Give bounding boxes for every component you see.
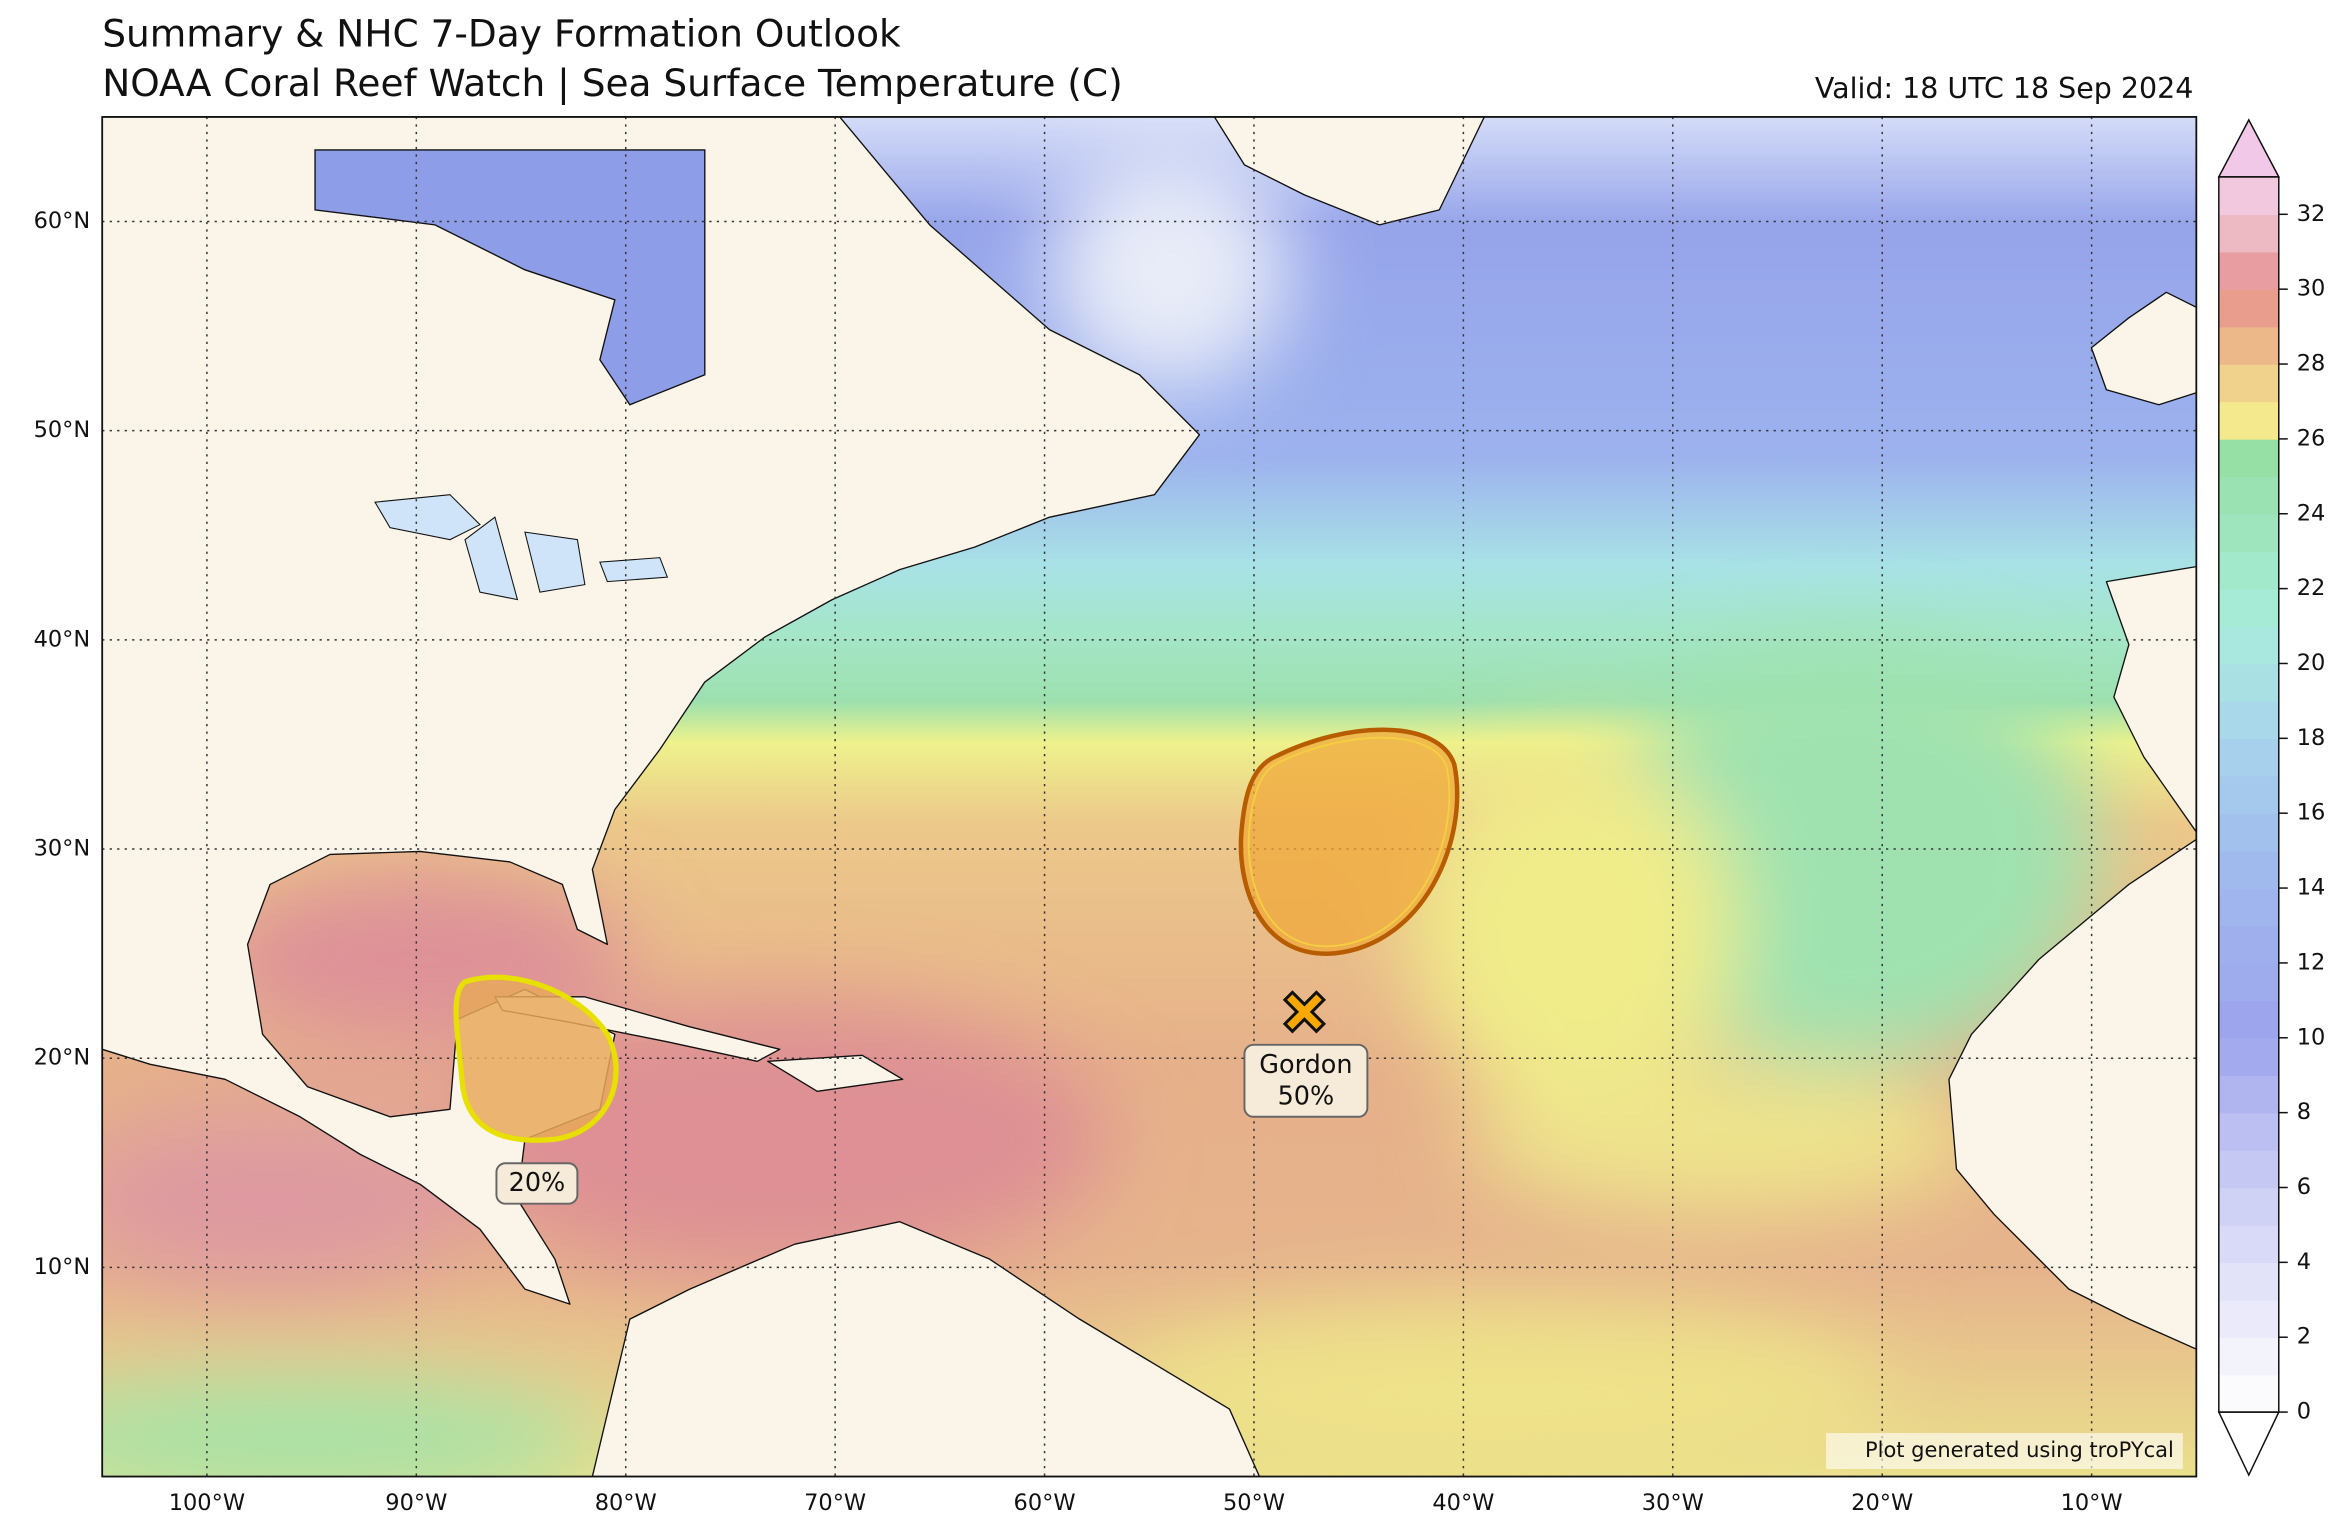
africa (1948, 838, 2197, 1350)
colorbar-band (2218, 1000, 2279, 1039)
colorbar-band (2218, 1374, 2279, 1413)
lon-label: 30°W (1642, 1490, 1704, 1516)
colorbar-band (2218, 962, 2279, 1002)
lat-label: 40°N (34, 626, 91, 652)
colorbar-tick-label: 10 (2297, 1024, 2326, 1050)
map-frame (101, 116, 2198, 1478)
area-chance: 20% (509, 1168, 566, 1198)
colorbar-tick-label: 6 (2297, 1174, 2311, 1200)
lon-label: 40°W (1432, 1490, 1494, 1516)
colorbar-extend-top (2217, 118, 2281, 178)
map-area: Gordon 50% 20% Plot generated using troP… (102, 116, 2197, 1477)
colorbar-tick-label: 18 (2297, 725, 2326, 751)
lat-label: 10°N (34, 1254, 91, 1280)
valid-time: Valid: 18 UTC 18 Sep 2024 (1815, 72, 2193, 105)
storm-name: Gordon (1259, 1050, 1352, 1080)
british-isles (2090, 291, 2197, 406)
colorbar-frame (2218, 176, 2280, 1413)
colorbar-band (2218, 513, 2279, 552)
credit: Plot generated using troPYcal (1865, 1438, 2174, 1462)
colorbar-band (2218, 438, 2279, 478)
colorbar-band (2218, 775, 2279, 814)
colorbar-band (2218, 251, 2279, 290)
colorbar-band (2218, 476, 2279, 515)
colorbar-band (2218, 850, 2279, 889)
iberia (2105, 565, 2197, 833)
great-lakes (374, 494, 669, 601)
lon-label: 50°W (1223, 1490, 1285, 1516)
colorbar-band (2218, 925, 2279, 964)
hispaniola (767, 1054, 904, 1092)
storm-gordon (1282, 990, 1327, 1034)
lon-label: 10°W (2061, 1490, 2123, 1516)
colorbar-tick-label: 30 (2297, 276, 2326, 302)
colorbar-tick-label: 12 (2297, 949, 2326, 975)
colorbar-band (2218, 1224, 2279, 1264)
colorbar-band (2218, 1299, 2279, 1338)
colorbar-band (2218, 289, 2279, 328)
subtitle: NOAA Coral Reef Watch | Sea Surface Temp… (102, 61, 1123, 106)
credit-box (1826, 1433, 2183, 1470)
colorbar-band (2218, 1187, 2279, 1226)
colorbar-tick-label: 14 (2297, 875, 2326, 901)
outlook-area-50-inner (1247, 736, 1451, 947)
title: Summary & NHC 7-Day Formation Outlook (102, 11, 901, 55)
colorbar-band (2218, 551, 2279, 590)
lat-label: 30°N (34, 836, 91, 862)
colorbar-tick-label: 2 (2297, 1324, 2311, 1350)
colorbar-band (2218, 401, 2279, 440)
colorbar-band (2218, 176, 2279, 216)
lat-label: 60°N (34, 208, 91, 234)
colorbar-band (2218, 626, 2279, 665)
colorbar-band (2218, 214, 2279, 253)
lon-label: 100°W (169, 1490, 245, 1516)
colorbar-band (2218, 813, 2279, 852)
lon-label: 90°W (385, 1490, 447, 1516)
outlook-area-50 (1238, 727, 1460, 956)
lon-label: 20°W (1851, 1490, 1913, 1516)
colorbar-band (2218, 700, 2279, 740)
graticule (102, 116, 2197, 1477)
gordon-label-box (1243, 1043, 1369, 1118)
colorbar-tick-label: 32 (2297, 201, 2326, 227)
colorbar-band (2218, 1112, 2279, 1151)
colorbar-band (2218, 1037, 2279, 1076)
colorbar-band (2218, 663, 2279, 702)
colorbar-tick-label: 28 (2297, 351, 2326, 377)
colorbar-band (2218, 364, 2279, 403)
colorbar-band (2218, 1075, 2279, 1114)
lat-label: 50°N (34, 417, 91, 443)
colorbar-tick-label: 20 (2297, 650, 2326, 676)
north-america (102, 116, 1201, 1305)
colorbar-band (2218, 1337, 2279, 1376)
south-america (591, 1221, 1261, 1477)
outlook-area-20 (453, 974, 619, 1143)
greenland (1213, 116, 1485, 226)
lon-label: 80°W (595, 1490, 657, 1516)
colorbar-tick-label: 24 (2297, 500, 2326, 526)
colorbar-tick-label: 0 (2297, 1399, 2311, 1425)
colorbar-band (2218, 588, 2279, 627)
colorbar-tick-label: 4 (2297, 1249, 2311, 1275)
colorbar-extend-bottom (2217, 1411, 2280, 1477)
colorbar-tick-label: 8 (2297, 1099, 2311, 1125)
colorbar-tick-label: 16 (2297, 800, 2326, 826)
colorbar-band (2218, 738, 2279, 777)
colorbar-band (2218, 888, 2279, 927)
colorbar-band (2218, 1150, 2279, 1189)
hudson-bay (314, 149, 706, 406)
lon-label: 60°W (1014, 1490, 1076, 1516)
storm-chance: 50% (1278, 1081, 1335, 1111)
colorbar-tick-label: 26 (2297, 425, 2326, 451)
area-label-box (495, 1162, 579, 1205)
colorbar-band (2218, 326, 2279, 365)
colorbar-band (2218, 1262, 2279, 1301)
colorbar-tick-label: 22 (2297, 575, 2326, 601)
lat-label: 20°N (34, 1045, 91, 1071)
lon-label: 70°W (804, 1490, 866, 1516)
